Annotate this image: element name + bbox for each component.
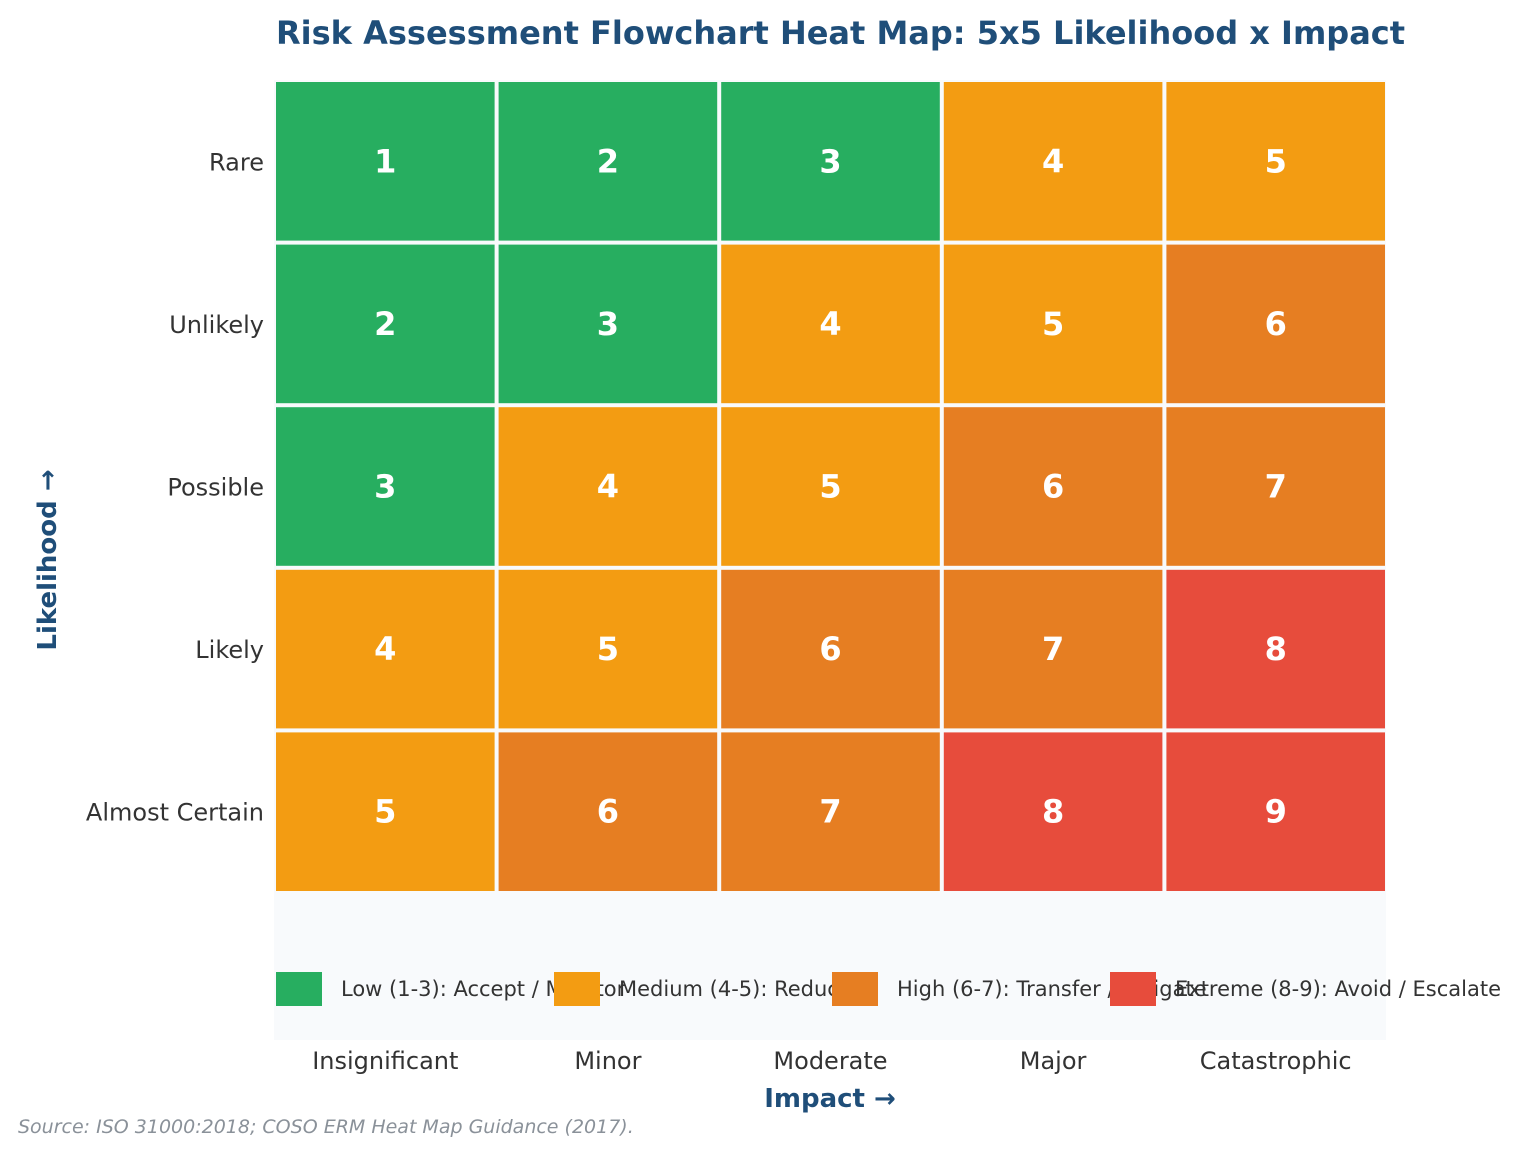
cell-value-label: 8 (1042, 793, 1064, 831)
y-tick-label: Almost Certain (86, 799, 264, 827)
heatmap-cell (1166, 569, 1385, 729)
heatmap-cells: 1 2 3 4 5 2 3 4 5 6 3 4 5 6 7 4 5 6 7 8 5 6 7 8 9 (276, 82, 1385, 891)
heatmap-cell (943, 732, 1163, 891)
cell-value-label: 5 (1265, 142, 1287, 180)
heatmap-cell (276, 82, 495, 241)
x-tick-label: Moderate (773, 1047, 887, 1075)
cell-value-label: 2 (374, 305, 396, 343)
heatmap-cell (1166, 82, 1385, 241)
heatmap-cell (943, 244, 1163, 404)
heatmap-cell (721, 569, 940, 729)
legend-swatch (1110, 972, 1156, 1006)
cell-value-label: 6 (819, 630, 841, 668)
heatmap-cell (498, 569, 718, 729)
y-axis-ticks: Rare Unlikely Possible Likely Almost Certain (86, 148, 264, 826)
cell-value-label: 5 (1042, 305, 1064, 343)
legend-swatch (276, 972, 322, 1006)
cell-value-label: 7 (1265, 468, 1287, 506)
cell-value-label: 1 (374, 142, 396, 180)
heatmap-cell (276, 569, 495, 729)
cell-value-label: 4 (819, 305, 841, 343)
y-tick-label: Rare (209, 148, 264, 176)
cell-value-label: 9 (1265, 793, 1287, 831)
heatmap-cell (721, 82, 940, 241)
chart-title: Risk Assessment Flowchart Heat Map: 5x5 … (276, 14, 1405, 52)
cell-value-label: 4 (374, 630, 396, 668)
legend-label: High (6-7): Transfer / Mitigate (897, 977, 1207, 1001)
source-note: Source: ISO 31000:2018; COSO ERM Heat Ma… (18, 1116, 634, 1138)
cell-value-label: 3 (374, 468, 396, 506)
cell-value-label: 7 (819, 793, 841, 831)
heatmap-cell (276, 732, 495, 891)
heatmap-cell (498, 407, 718, 566)
heatmap-cell (276, 407, 495, 566)
heatmap-cell (276, 244, 495, 404)
x-tick-label: Major (1020, 1047, 1087, 1075)
cell-value-label: 4 (1042, 142, 1064, 180)
x-tick-label: Catastrophic (1200, 1047, 1352, 1075)
heatmap-cell (943, 569, 1163, 729)
heatmap-cell (721, 732, 940, 891)
cell-value-label: 2 (597, 142, 619, 180)
legend-label: Extreme (8-9): Avoid / Escalate (1175, 977, 1501, 1001)
cell-value-label: 8 (1265, 630, 1287, 668)
y-tick-label: Likely (195, 636, 264, 664)
heatmap-cell (721, 407, 940, 566)
heatmap-cell (1166, 732, 1385, 891)
cell-value-label: 4 (597, 468, 619, 506)
cell-value-label: 7 (1042, 630, 1064, 668)
y-axis-title: Likelihood → (33, 469, 63, 650)
heatmap-cell (1166, 244, 1385, 404)
legend-swatch (832, 972, 878, 1006)
cell-value-label: 5 (597, 630, 619, 668)
y-tick-label: Unlikely (169, 311, 264, 339)
cell-value-label: 6 (1265, 305, 1287, 343)
cell-value-label: 3 (597, 305, 619, 343)
cell-value-label: 6 (597, 793, 619, 831)
heatmap-cell (1166, 407, 1385, 566)
heatmap-cell (498, 244, 718, 404)
heatmap-cell (943, 407, 1163, 566)
legend-label: Medium (4-5): Reduce (619, 977, 852, 1001)
x-tick-label: Minor (574, 1047, 641, 1075)
x-axis-title: Impact → (764, 1084, 896, 1114)
heatmap-cell (498, 82, 718, 241)
heatmap-cell (943, 82, 1163, 241)
cell-value-label: 3 (819, 142, 841, 180)
cell-value-label: 5 (819, 468, 841, 506)
x-tick-label: Insignificant (312, 1047, 458, 1075)
cell-value-label: 6 (1042, 468, 1064, 506)
legend-swatch (554, 972, 600, 1006)
heatmap-cell (498, 732, 718, 891)
heatmap-cell (721, 244, 940, 404)
x-axis-ticks: Insignificant Minor Moderate Major Catastrop… (312, 1047, 1351, 1075)
y-tick-label: Possible (167, 474, 264, 502)
cell-value-label: 5 (374, 793, 396, 831)
